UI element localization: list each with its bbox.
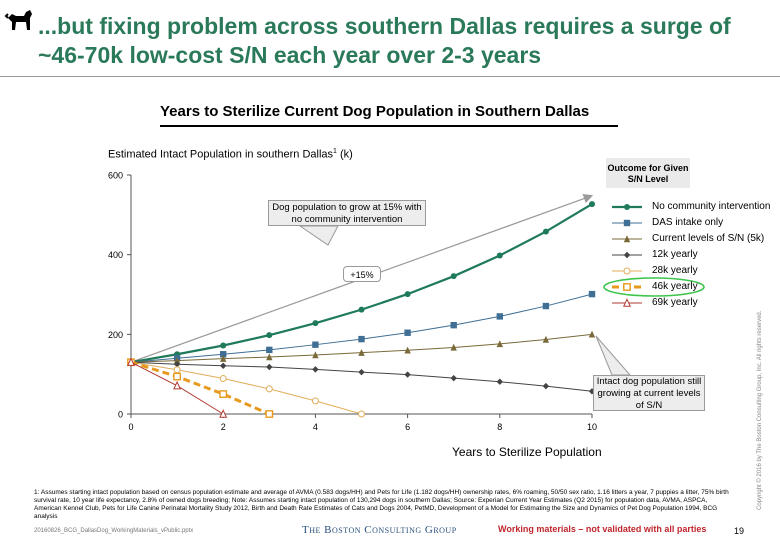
data-point-current-levels-of-s-n-5k [220, 354, 227, 362]
legend-marker-69k-yearly [623, 298, 631, 307]
legend-title: Outcome for Given S/N Level [606, 158, 690, 188]
data-point-46k-yearly [219, 390, 228, 398]
series-line-28k-yearly [130, 361, 362, 415]
y-tick-label: 0 [118, 410, 123, 420]
data-point-das-intake-only [588, 290, 596, 298]
dog-icon [4, 10, 32, 30]
legend-marker-no-community-intervention [624, 204, 630, 210]
data-point-das-intake-only [220, 351, 227, 358]
data-point-12k-yearly [220, 362, 227, 370]
y-axis-label-main: Estimated Intact Population in southern … [108, 148, 334, 161]
data-point-das-intake-only [404, 329, 411, 336]
x-tick-label: 4 [313, 422, 318, 432]
data-point-current-levels-of-s-n-5k [312, 351, 319, 359]
footer-filename: 20160826_BCG_DallasDog_WorkingMaterials_… [34, 528, 194, 534]
legend-label-current-levels-of-s-n-5k: Current levels of S/N (5k) [652, 233, 765, 244]
data-point-28k-yearly [219, 375, 227, 383]
data-point-no-community-intervention [266, 332, 273, 339]
title-divider [0, 76, 780, 77]
series-line-46k-yearly [130, 360, 270, 416]
data-point-das-intake-only [542, 302, 550, 310]
data-point-12k-yearly [358, 368, 365, 376]
legend-marker-current-levels-of-s-n-5k [623, 235, 631, 243]
data-point-current-levels-of-s-n-5k [173, 356, 181, 364]
data-point-no-community-intervention [404, 291, 411, 298]
data-point-28k-yearly [265, 385, 273, 393]
data-point-no-community-intervention [220, 342, 227, 349]
data-point-current-levels-of-s-n-5k [588, 330, 596, 338]
data-point-no-community-intervention [496, 252, 503, 259]
data-point-12k-yearly [173, 361, 181, 368]
x-tick-label: 2 [221, 422, 226, 432]
data-point-69k-yearly [173, 380, 182, 390]
data-point-no-community-intervention [312, 320, 319, 327]
page-number: 19 [734, 526, 745, 536]
data-point-das-intake-only [450, 321, 457, 329]
data-point-12k-yearly [542, 382, 550, 390]
data-point-46k-yearly [265, 410, 274, 418]
data-point-no-community-intervention [589, 201, 595, 208]
footnote: 1: Assumes starting intact population ba… [34, 489, 729, 520]
highlight-ellipse [603, 277, 705, 297]
legend-label-no-community-intervention: No community intervention [652, 201, 771, 212]
y-axis-label: Estimated Intact Population in southern … [108, 148, 353, 161]
data-point-current-levels-of-s-n-5k [542, 335, 550, 343]
data-point-12k-yearly [450, 374, 457, 382]
data-point-current-levels-of-s-n-5k [496, 340, 503, 348]
y-axis-label-footnote: 1 [333, 148, 337, 155]
data-point-das-intake-only [266, 346, 273, 354]
legend-marker-12k-yearly [623, 251, 631, 259]
data-point-28k-yearly [358, 410, 365, 418]
growth-callout-pointer [298, 225, 339, 246]
series-line-12k-yearly [130, 361, 593, 392]
chart-title-underline [160, 125, 618, 127]
legend-label-69k-yearly: 69k yearly [652, 297, 698, 308]
y-axis-label-unit: (k) [336, 148, 353, 161]
y-tick-label: 400 [108, 250, 123, 260]
data-point-28k-yearly [173, 366, 181, 374]
x-axis-label: Years to Sterilize Population [452, 445, 602, 459]
y-tick-label: 600 [108, 171, 123, 181]
data-point-current-levels-of-s-n-5k [266, 353, 273, 361]
footer-warning: Working materials – not validated with a… [498, 524, 707, 534]
intact-callout: Intact dog population still growing at c… [593, 375, 705, 411]
copyright-notice: Copyright © 2016 by The Boston Consultin… [757, 310, 763, 510]
data-point-12k-yearly [496, 378, 503, 385]
x-tick-label: 8 [497, 422, 502, 432]
legend-marker-das-intake-only [623, 219, 631, 227]
data-point-current-levels-of-s-n-5k [404, 346, 411, 354]
chart-title: Years to Sterilize Current Dog Populatio… [160, 103, 590, 120]
x-tick-label: 6 [405, 422, 410, 432]
legend-label-46k-yearly: 46k yearly [652, 281, 698, 292]
data-point-das-intake-only [312, 341, 319, 348]
data-point-69k-yearly [127, 357, 135, 366]
data-point-12k-yearly [266, 363, 273, 371]
intact-callout-pointer [595, 335, 632, 376]
data-point-no-community-intervention [542, 228, 549, 235]
growth-callout: Dog population to grow at 15% with no co… [268, 200, 426, 226]
trend-label: +15% [343, 266, 381, 282]
data-point-current-levels-of-s-n-5k [450, 343, 457, 351]
slide-title: ...but fixing problem across southern Da… [38, 13, 731, 68]
data-point-current-levels-of-s-n-5k [358, 348, 365, 356]
data-point-das-intake-only [496, 313, 503, 320]
legend-marker-28k-yearly [623, 267, 631, 275]
data-point-das-intake-only [358, 335, 365, 343]
legend-marker-46k-yearly [623, 283, 631, 291]
x-tick-label: 10 [587, 422, 597, 432]
legend-label-das-intake-only: DAS intake only [652, 217, 724, 228]
legend-label-12k-yearly: 12k yearly [652, 249, 698, 260]
y-tick-label: 200 [108, 330, 123, 340]
data-point-28k-yearly [311, 397, 319, 405]
data-point-69k-yearly [219, 409, 228, 418]
data-point-12k-yearly [404, 371, 411, 378]
data-point-12k-yearly [312, 366, 319, 373]
data-point-no-community-intervention [450, 273, 457, 280]
footer-brand-logo: The Boston Consulting Group [302, 524, 457, 536]
legend-label-28k-yearly: 28k yearly [652, 265, 698, 276]
data-point-no-community-intervention [358, 306, 365, 313]
x-tick-label: 0 [128, 422, 133, 432]
data-point-46k-yearly [173, 372, 181, 381]
